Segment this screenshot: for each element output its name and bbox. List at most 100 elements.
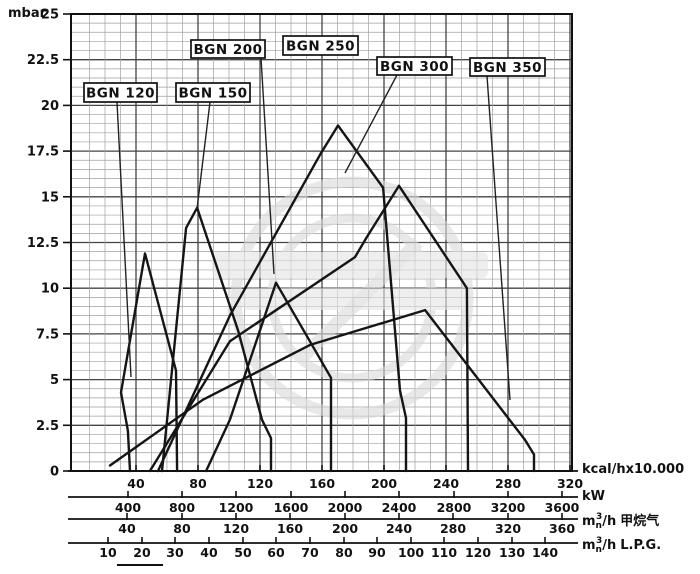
y-tick-label: 15 <box>41 190 59 205</box>
x-scale-name-part: n <box>595 521 602 531</box>
y-tick-label: 20 <box>41 99 59 114</box>
x-tick-label-kcal: 80 <box>189 476 207 491</box>
x-tick-label-lpg: 140 <box>532 545 558 560</box>
x-scale-name-kw: kW <box>582 489 605 504</box>
label-leader-bgn-150 <box>196 101 211 210</box>
x-tick-label-lpg: 60 <box>267 545 285 560</box>
x-tick-label-methane: 200 <box>332 521 358 536</box>
x-tick-label-methane: 360 <box>549 521 575 536</box>
x-scale-name-part: 甲烷气 <box>620 514 660 529</box>
grid <box>71 14 572 471</box>
x-tick-label-methane: 40 <box>118 521 136 536</box>
y-tick-label: 12.5 <box>27 236 59 251</box>
x-tick-label-lpg: 30 <box>166 545 184 560</box>
curve-bgn-300 <box>148 184 470 473</box>
curve-label-box-bgn-150 <box>175 82 251 103</box>
watermark-slash <box>297 237 423 363</box>
x-tick-label-kw: 2400 <box>382 500 417 515</box>
x-tick-label-kcal: 200 <box>371 476 397 491</box>
x-tick-label-kcal: 240 <box>433 476 459 491</box>
curve-label-text-bgn-150: BGN 150 <box>178 85 247 101</box>
x-scale-lpg: 10 20 30 40 50 60 70 80 90 100 110 120 130 140 <box>68 537 578 560</box>
curve-label-text-bgn-120: BGN 120 <box>86 85 155 101</box>
y-axis: 25 22.5 20 17.5 15 12.5 10 7.5 5 2.5 0 <box>27 8 71 480</box>
curve-label-box-bgn-300 <box>376 56 453 76</box>
curve-label-text-bgn-350: BGN 350 <box>473 60 542 76</box>
curve-label-box-bgn-350 <box>469 57 546 77</box>
x-tick-label-lpg: 40 <box>200 545 218 560</box>
x-tick-label-lpg: 110 <box>431 545 457 560</box>
y-tick-label: 0 <box>50 465 59 480</box>
x-scale-name-part: kW <box>582 489 605 504</box>
y-tick-label: 25 <box>41 8 59 23</box>
x-tick-label-kcal: 160 <box>309 476 335 491</box>
x-tick-label-kw: 3200 <box>491 500 526 515</box>
curve-label-text-bgn-200: BGN 200 <box>193 42 262 58</box>
x-tick-label-lpg: 20 <box>133 545 151 560</box>
x-tick-label-kcal: 40 <box>127 476 145 491</box>
y-tick-label: 17.5 <box>27 145 59 160</box>
y-tick-label: 7.5 <box>36 327 59 342</box>
x-tick-label-kw: 2000 <box>328 500 363 515</box>
x-scale-kcal: 40 80 120 160 200 240 280 320 <box>68 465 583 491</box>
x-scale-name-part: 3 <box>595 512 603 522</box>
curve-bgn-350 <box>108 308 536 473</box>
curve-bgn-120 <box>119 252 179 473</box>
x-tick-label-kcal: 280 <box>495 476 521 491</box>
x-scale-kw: 400 800 1200 1600 2000 2400 2800 3200 3600 <box>68 491 580 515</box>
label-leader-bgn-350 <box>486 75 511 401</box>
x-tick-label-methane: 120 <box>223 521 249 536</box>
x-scale-name-part: /h <box>602 538 617 553</box>
curve-label-box-bgn-120 <box>83 82 158 103</box>
x-tick-label-kw: 1200 <box>219 500 254 515</box>
x-scale-name-part: 3 <box>595 536 603 546</box>
x-tick-label-kcal: 320 <box>557 476 583 491</box>
x-tick-label-methane: 320 <box>495 521 521 536</box>
curve-bgn-200 <box>204 281 333 473</box>
x-tick-label-kw: 3600 <box>545 500 580 515</box>
x-tick-label-lpg: 50 <box>234 545 252 560</box>
x-tick-label-kw: 2800 <box>437 500 472 515</box>
x-scale-methane: 40 80 120 160 200 240 280 320 360 <box>68 513 578 536</box>
x-tick-label-kw: 1600 <box>274 500 309 515</box>
y-tick-label: 22.5 <box>27 53 59 68</box>
x-scale-name-part: m <box>582 514 596 529</box>
curve-bgn-250 <box>156 124 408 473</box>
y-axis-unit-label: mbar <box>8 6 47 21</box>
x-tick-label-methane: 240 <box>386 521 412 536</box>
x-tick-label-lpg: 10 <box>99 545 117 560</box>
curve-label-text-bgn-250: BGN 250 <box>286 38 355 54</box>
x-scale-name-part: L.P.G. <box>620 538 662 553</box>
x-tick-label-lpg: 70 <box>301 545 319 560</box>
x-tick-label-kw: 400 <box>115 500 141 515</box>
watermark-band <box>212 252 488 278</box>
x-tick-label-lpg: 130 <box>499 545 525 560</box>
y-tick-label: 10 <box>41 282 59 297</box>
label-leader-bgn-120 <box>116 101 132 378</box>
label-leader-bgn-300 <box>344 74 398 174</box>
label-leader-bgn-200 <box>260 57 275 275</box>
y-tick-label: 5 <box>50 373 59 388</box>
x-tick-label-lpg: 120 <box>465 545 491 560</box>
x-tick-label-methane: 160 <box>277 521 303 536</box>
x-scale-name-lpg: mn3/h L.P.G. <box>582 536 661 555</box>
x-scale-name-methane: mn3/h 甲烷气 <box>582 510 659 531</box>
x-scale-name-part: m <box>582 538 596 553</box>
curve-label-box-bgn-250 <box>282 35 359 56</box>
curve-label-text-bgn-300: BGN 300 <box>380 59 449 75</box>
x-tick-label-methane: 280 <box>440 521 466 536</box>
curve-label-box-bgn-200 <box>190 39 266 59</box>
x-tick-label-kcal: 120 <box>247 476 273 491</box>
x-tick-label-lpg: 80 <box>335 545 353 560</box>
y-tick-label: 2.5 <box>36 419 59 434</box>
x-tick-label-methane: 80 <box>173 521 191 536</box>
x-scale-name-part: n <box>595 545 602 555</box>
x-tick-label-lpg: 90 <box>368 545 386 560</box>
x-tick-label-kw: 800 <box>169 500 195 515</box>
x-scale-name-part: kcal/hx10.000 <box>582 462 685 477</box>
x-scale-name-part: /h <box>602 514 617 529</box>
x-tick-label-lpg: 100 <box>398 545 424 560</box>
curve-bgn-150 <box>160 206 273 473</box>
